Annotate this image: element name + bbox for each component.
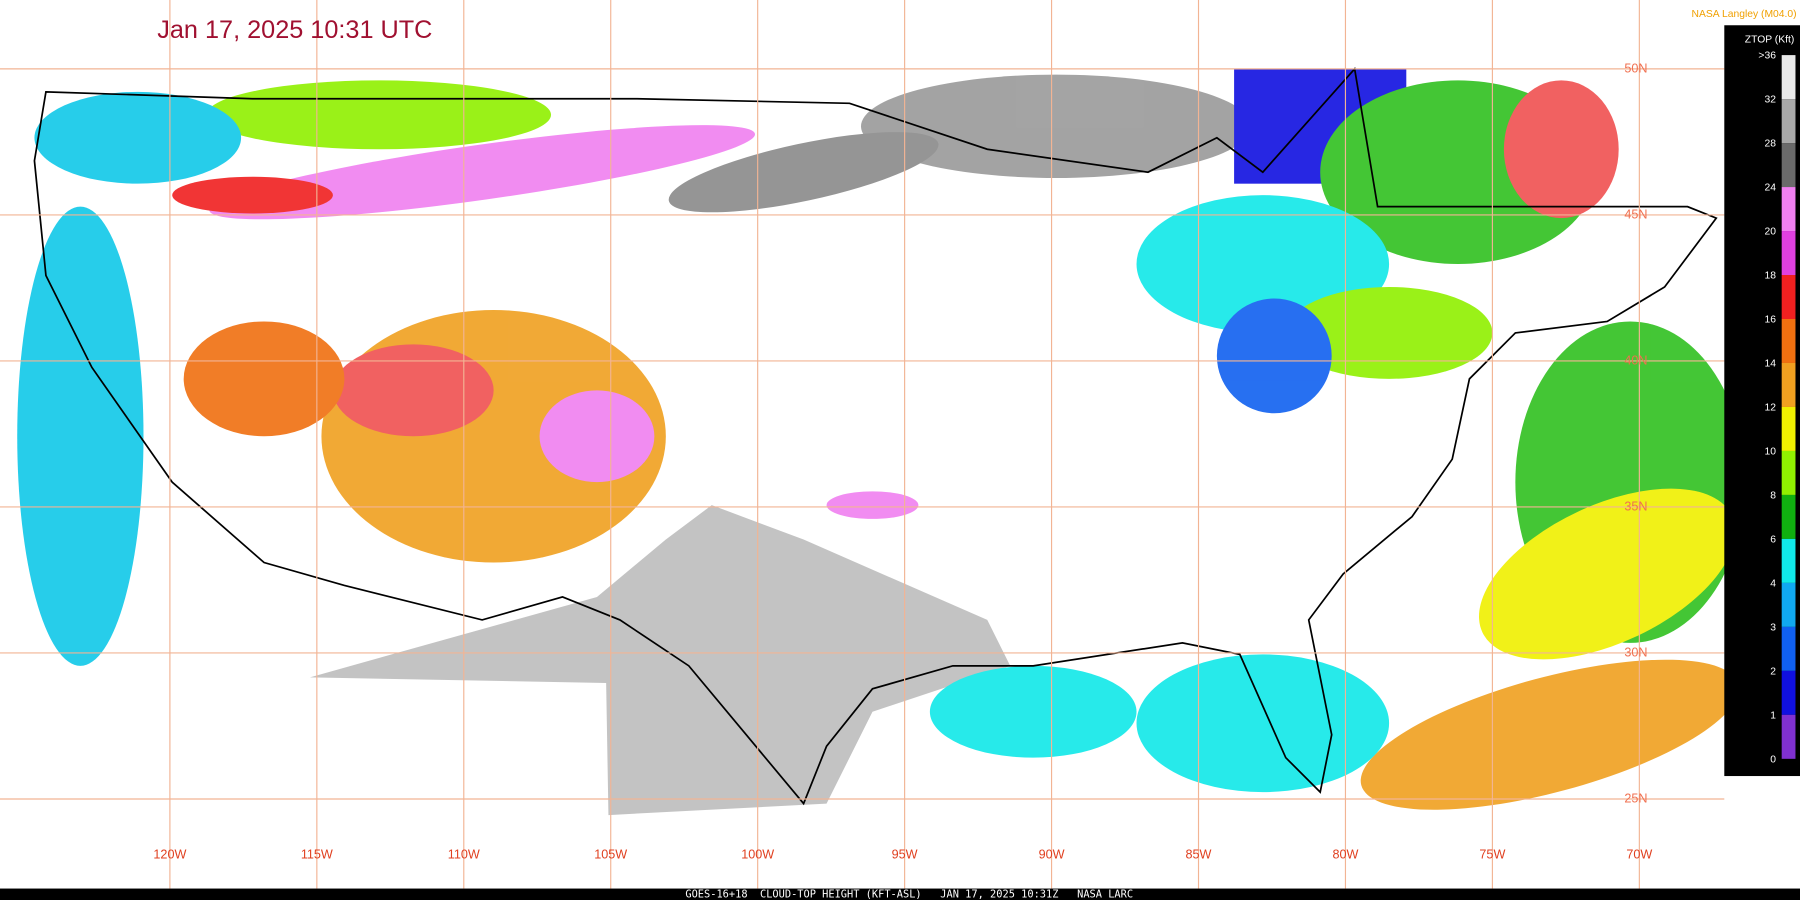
legend-tick-label: 10: [1764, 446, 1776, 457]
longitude-label: 85W: [1186, 848, 1212, 862]
legend-swatch: [1781, 626, 1796, 671]
legend-tick-label: 14: [1764, 358, 1776, 369]
cloud-cyan: [34, 91, 242, 184]
legend-tick-label: 6: [1770, 534, 1776, 545]
cloud-field: [17, 68, 1745, 816]
cloud-gray: [668, 132, 939, 213]
latitude-label: 40N: [1624, 353, 1647, 367]
latitude-label: 25N: [1624, 791, 1647, 805]
cloud-red: [1503, 80, 1619, 219]
legend-swatch: [1781, 538, 1796, 583]
legend-swatch: [1781, 99, 1796, 144]
latitude-label: 45N: [1624, 207, 1647, 221]
legend-swatch: [1781, 450, 1796, 495]
cloud-orange: [183, 321, 345, 437]
legend-tick-label: 28: [1764, 139, 1776, 150]
legend-swatch: [1781, 670, 1796, 715]
legend-swatch: [1781, 55, 1796, 100]
legend-tick-label: 2: [1770, 666, 1776, 677]
legend-tick-label: 0: [1770, 754, 1776, 765]
cloud-pink: [539, 390, 655, 483]
graticule: 120W 115W 110W 105W 100W 95W 90W 85W 80W 75W 70W 50…: [0, 0, 1725, 889]
latitude-label: 35N: [1624, 499, 1647, 513]
legend-swatch: [1781, 187, 1796, 232]
legend-swatch: [1781, 143, 1796, 188]
cloud-cyan: [1136, 654, 1390, 793]
longitude-label: 115W: [301, 848, 333, 862]
cloud-orange: [1360, 659, 1739, 810]
legend-tick-label: 12: [1764, 402, 1776, 413]
longitude-label: 95W: [892, 848, 918, 862]
longitude-label: 120W: [153, 848, 186, 862]
legend-swatch: [1781, 362, 1796, 407]
footer-caption: GOES-16+18 CLOUD-TOP HEIGHT (KFT-ASL) JA…: [685, 889, 1133, 900]
legend-title: ZTOP (Kft): [1745, 34, 1795, 45]
latitude-label: 30N: [1624, 645, 1647, 659]
footer-bar: [0, 888, 1800, 900]
longitude-label: 110W: [448, 848, 480, 862]
legend-swatch: [1781, 231, 1796, 276]
cloud-cyan: [17, 206, 144, 666]
cloud-blue: [1216, 298, 1332, 414]
longitude-label: 100W: [741, 848, 774, 862]
legend-swatch: [1781, 319, 1796, 363]
legend-tick-label: 24: [1764, 182, 1776, 193]
longitude-label: 105W: [594, 848, 627, 862]
source-label: NASA Langley (M04.0): [1692, 9, 1797, 20]
longitude-label: 80W: [1332, 848, 1358, 862]
legend-tick-label: 20: [1764, 226, 1776, 237]
cloud-gray: [861, 74, 1252, 178]
cloud-pink: [209, 125, 756, 220]
legend-swatch: [1781, 582, 1796, 627]
legend-tick-label: 32: [1764, 95, 1776, 106]
cloud-yellow: [1478, 488, 1736, 660]
legend-tick-label: 16: [1764, 314, 1776, 325]
legend-tick-label: 8: [1770, 490, 1776, 501]
cloud-red: [332, 344, 494, 437]
longitude-label: 75W: [1479, 848, 1505, 862]
map-title: Jan 17, 2025 10:31 UTC: [157, 16, 432, 44]
longitude-label: 70W: [1626, 848, 1652, 862]
cloud-green: [1285, 287, 1493, 379]
cloud-pink: [826, 491, 919, 519]
legend-swatch: [1781, 406, 1796, 451]
country-outline: [33, 66, 1718, 806]
legend-tick-label: 1: [1770, 710, 1776, 721]
cloud-gray: [309, 505, 1011, 816]
latitude-label: 50N: [1624, 61, 1647, 75]
legend-tick-label: 18: [1764, 270, 1776, 281]
legend-swatch: [1781, 275, 1796, 320]
legend-tick-label: 3: [1770, 622, 1776, 633]
legend-swatch: [1781, 714, 1796, 759]
cloud-red: [172, 176, 333, 214]
cloud-green: [206, 80, 552, 150]
legend-tick-label: >36: [1758, 51, 1776, 62]
longitude-label: 90W: [1039, 848, 1065, 862]
legend-swatch: [1781, 494, 1796, 539]
legend-tick-label: 4: [1770, 578, 1776, 589]
cloud-cyan: [929, 665, 1137, 758]
